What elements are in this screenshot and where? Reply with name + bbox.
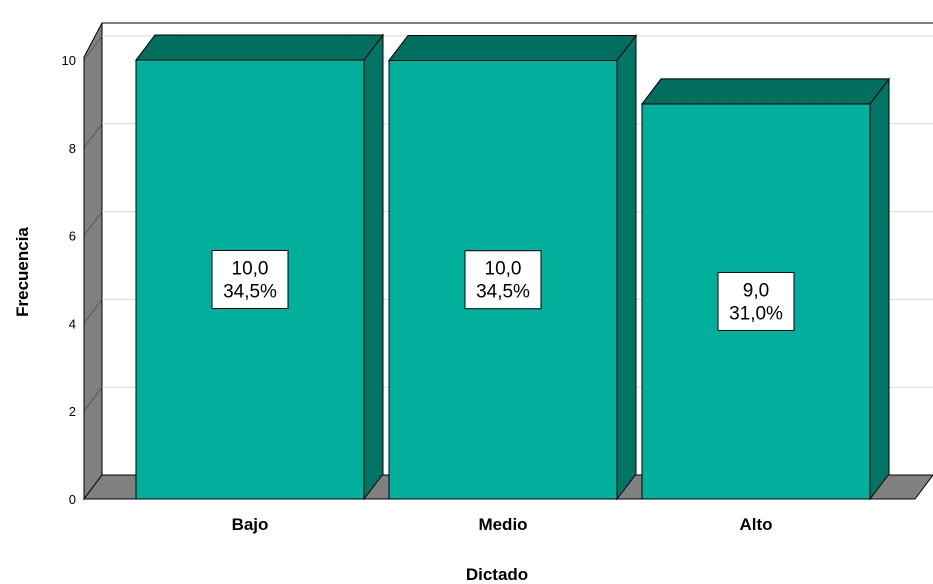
y-tick-label: 0	[69, 492, 76, 507]
data-label-percent: 34,5%	[223, 282, 277, 303]
bar-top	[640, 78, 891, 105]
y-tick-labels: 0 2 4 6 8 10	[62, 53, 76, 507]
wall-gridline	[83, 299, 103, 324]
x-category-labels: Bajo Medio Alto	[232, 515, 773, 534]
bar-side	[363, 33, 384, 501]
wall-gridline	[83, 387, 103, 412]
data-label-value: 9,0	[743, 280, 769, 301]
x-category-label: Alto	[739, 515, 772, 534]
data-label-value: 10,0	[485, 259, 522, 280]
left-wall	[83, 22, 103, 501]
wall-gridline	[83, 123, 103, 148]
y-tick-label: 6	[69, 229, 76, 244]
data-label-box	[211, 250, 289, 309]
data-label-box	[464, 250, 542, 310]
data-label-value: 10,0	[232, 259, 269, 280]
bar-group: 10,034,5%	[134, 33, 385, 501]
data-label-box	[717, 271, 795, 331]
bar-side	[869, 77, 890, 501]
data-label-percent: 34,5%	[476, 282, 530, 303]
bar-group: 10,034,5%	[387, 33, 638, 501]
x-axis-title: Dictado	[466, 565, 528, 584]
bars: 10,034,5%10,034,5% 9,031,0%	[134, 33, 891, 501]
bar-top	[134, 34, 385, 61]
y-tick-label: 10	[62, 53, 76, 68]
y-tick-label: 2	[69, 404, 76, 419]
x-category-label: Bajo	[232, 515, 269, 534]
y-tick-label: 8	[69, 141, 76, 156]
wall-gridline	[83, 35, 103, 61]
bar-side	[616, 33, 637, 501]
x-category-label: Medio	[478, 515, 527, 534]
wall-gridline	[83, 211, 103, 236]
data-label-percent: 31,0%	[729, 303, 783, 324]
y-tick-label: 4	[69, 316, 76, 331]
y-axis-title: Frecuencia	[13, 227, 32, 317]
bar-top	[387, 34, 638, 61]
bar-group: 9,031,0%	[640, 77, 891, 501]
